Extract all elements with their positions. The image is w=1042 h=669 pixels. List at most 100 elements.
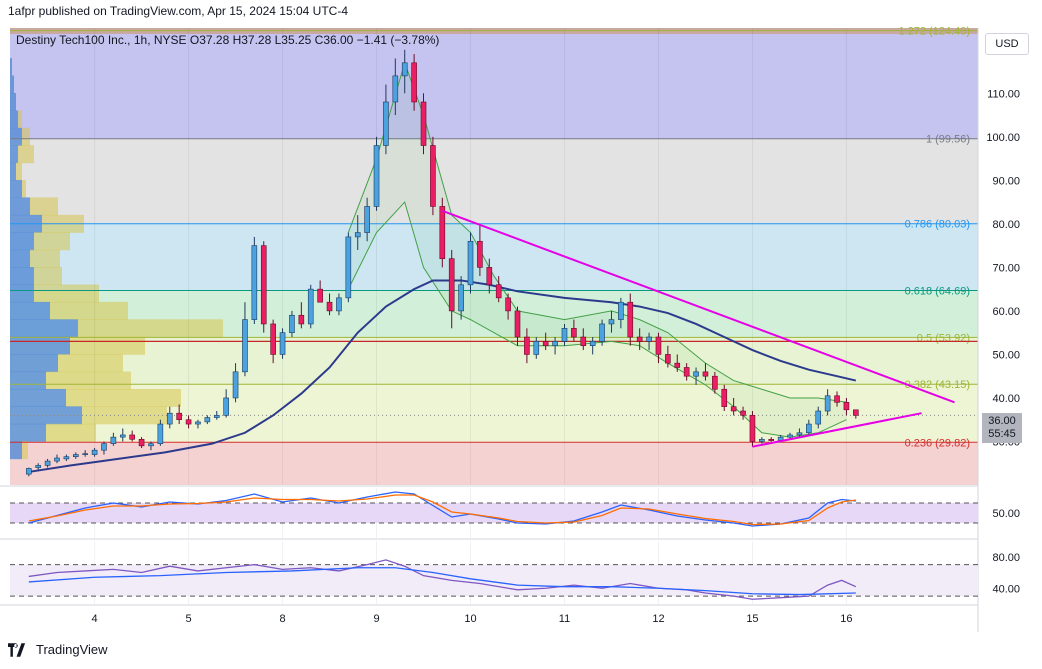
volume-profile-bar	[50, 301, 128, 320]
volume-profile-bar	[10, 301, 50, 320]
candle-body	[242, 319, 248, 373]
candle-body	[834, 395, 840, 403]
candle-body	[101, 443, 107, 451]
candle-body	[176, 412, 182, 421]
y-tick-label: 100.00	[986, 132, 1020, 144]
rsi-y-tick-label: 50.00	[992, 508, 1020, 520]
candle-body	[665, 354, 671, 364]
candle-body	[552, 341, 558, 347]
volume-profile-bar	[10, 58, 12, 77]
candle-body	[533, 341, 540, 355]
trendline	[752, 412, 922, 448]
volume-profile-bar	[34, 284, 99, 303]
volume-profile-bar	[16, 162, 22, 181]
candle-body	[514, 310, 521, 338]
candle-body	[383, 101, 389, 146]
x-tick-label: 15	[746, 613, 758, 625]
volume-profile-bar	[10, 336, 70, 355]
candle-body	[740, 410, 746, 416]
candle-body	[411, 62, 417, 103]
candle-body	[655, 336, 662, 355]
volume-profile-bar	[10, 354, 58, 373]
candle-body	[336, 297, 342, 312]
candle-body	[129, 434, 135, 440]
fib-level-label: 0.786 (80.03)	[905, 219, 970, 231]
candle-body	[119, 434, 126, 438]
candle-body	[44, 460, 51, 466]
candle-body	[204, 417, 211, 423]
x-tick-label: 5	[186, 613, 192, 625]
volume-profile-bar	[58, 354, 123, 373]
candle-body	[91, 449, 98, 455]
candle-body	[232, 371, 239, 399]
osc-series-line	[28, 567, 856, 596]
osc-series-line	[28, 559, 857, 600]
candle-body	[354, 232, 361, 238]
candle-body	[627, 301, 634, 338]
candle-body	[702, 371, 709, 377]
candle-body	[138, 438, 145, 447]
volume-profile-bar	[34, 267, 62, 286]
candle-body	[768, 438, 775, 441]
volume-profile-bar	[10, 197, 30, 216]
fib-level-label: 0.5 (53.92)	[917, 332, 970, 344]
candle-body	[524, 336, 530, 355]
fib-level-label: 1.272 (124.40)	[898, 26, 970, 38]
candle-body	[54, 457, 60, 462]
volume-profile-bar	[10, 75, 14, 94]
candle-body	[279, 332, 286, 355]
last-price-value: 36.00	[988, 415, 1016, 427]
candle-body	[683, 367, 690, 377]
x-tick-label: 11	[559, 613, 570, 625]
candle-body	[796, 432, 803, 436]
y-tick-label: 110.00	[987, 88, 1020, 100]
last-price-badge: 36.00 55:45	[982, 413, 1022, 443]
candle-body	[486, 267, 493, 286]
currency-button[interactable]: USD	[985, 33, 1029, 55]
fib-level-label: 0.236 (29.82)	[905, 437, 970, 449]
candle-body	[82, 453, 88, 455]
symbol-name: Destiny Tech100 Inc., 1h, NYSE	[16, 33, 187, 47]
volume-profile-bar	[10, 92, 16, 111]
volume-profile-bar	[10, 232, 34, 251]
candle-body	[580, 336, 587, 347]
fib-zone-6	[10, 442, 978, 485]
osc-y-tick-label: 40.00	[992, 583, 1020, 595]
candle-body	[289, 314, 295, 333]
tradingview-logo-icon	[8, 642, 26, 657]
candle-body	[213, 415, 220, 418]
candle-body	[589, 341, 596, 347]
symbol-legend: Destiny Tech100 Inc., 1h, NYSE O37.28 H3…	[16, 33, 439, 47]
candle-body	[448, 258, 455, 312]
candle-body	[307, 288, 314, 325]
candle-body	[759, 438, 765, 442]
volume-profile-bar	[30, 197, 58, 216]
candle-body	[430, 145, 436, 207]
bar-countdown: 55:45	[988, 428, 1016, 440]
rsi-series-line	[28, 494, 856, 526]
volume-profile-bar	[10, 162, 16, 181]
candle-body	[63, 456, 70, 460]
x-tick-label: 12	[652, 613, 664, 625]
volume-profile-bar	[22, 180, 26, 199]
candle-body	[401, 62, 408, 77]
volume-profile-bar	[10, 371, 46, 390]
y-tick-label: 50.00	[992, 349, 1020, 361]
candle-body	[110, 436, 117, 444]
candle-body	[674, 362, 681, 368]
candle-body	[495, 284, 502, 299]
volume-profile-bar	[46, 371, 131, 390]
osc-y-tick-label: 80.00	[992, 552, 1020, 564]
candle-body	[25, 468, 32, 475]
volume-profile-bar	[18, 145, 34, 164]
brand-name: TradingView	[36, 642, 108, 657]
candle-body	[392, 75, 399, 103]
candle-body	[542, 341, 549, 347]
candle-body	[721, 388, 728, 407]
candle-body	[72, 454, 79, 458]
candle-body	[185, 419, 192, 425]
candle-body	[439, 206, 446, 259]
envelope-lower-line	[347, 201, 847, 438]
candle-body	[260, 245, 267, 325]
volume-profile-bar	[10, 127, 22, 146]
